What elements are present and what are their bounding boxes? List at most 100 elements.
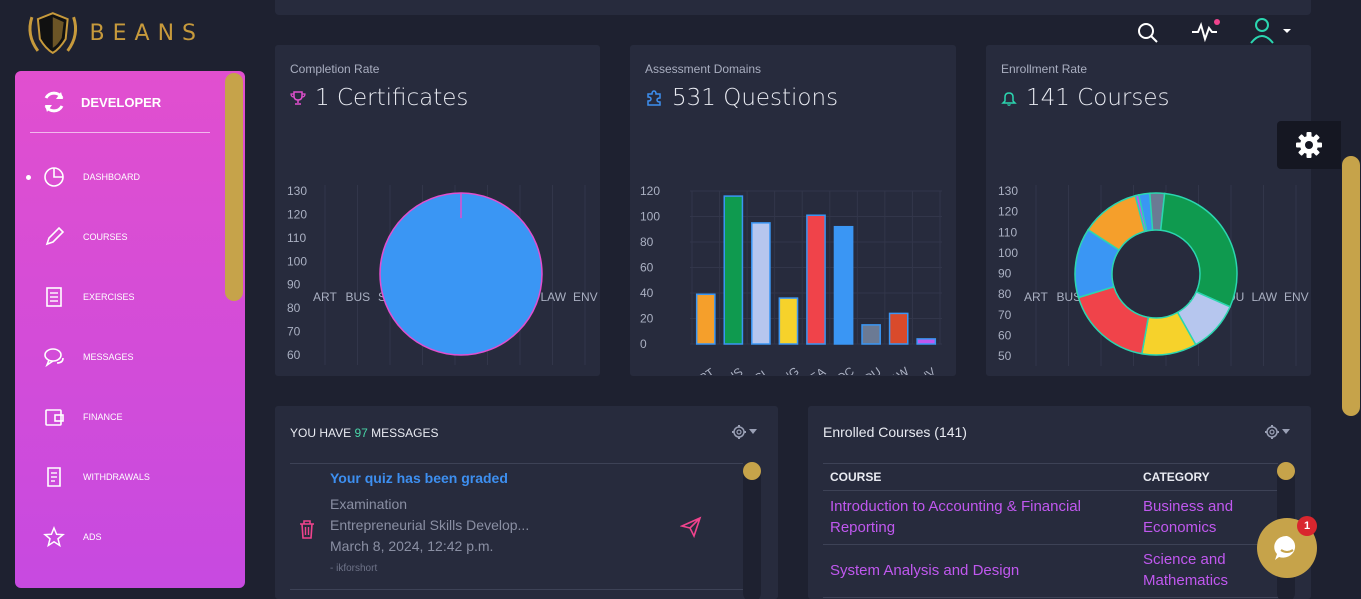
card-label: Assessment Domains bbox=[645, 62, 762, 76]
divider bbox=[823, 490, 1278, 491]
sidebar-title: DEVELOPER bbox=[81, 94, 162, 110]
activity-icon[interactable] bbox=[1190, 17, 1222, 43]
y-tick-label: 130 bbox=[998, 184, 1018, 198]
sidebar-item-ads[interactable]: ADS bbox=[43, 526, 102, 548]
y-tick-label: 40 bbox=[640, 286, 654, 300]
x-tick-label: ART bbox=[1024, 290, 1048, 304]
message-sender: - ikforshort bbox=[330, 563, 378, 574]
category-link[interactable]: Business and Economics bbox=[1143, 498, 1234, 536]
messages-count: 97 bbox=[354, 426, 368, 440]
enrollment-chart: 1301201101009080706050ARTBUSSCIENGHEASOC… bbox=[998, 184, 1309, 366]
divider bbox=[290, 463, 743, 464]
bar-edu bbox=[861, 324, 881, 345]
card-value-text: 1 Certificates bbox=[315, 85, 469, 111]
y-tick-label: 20 bbox=[640, 312, 654, 326]
notification-badge: 1 bbox=[1297, 516, 1317, 536]
send-icon[interactable] bbox=[680, 516, 702, 538]
enrolled-title: Enrolled Courses (141) bbox=[823, 424, 967, 440]
y-tick-label: 70 bbox=[287, 325, 301, 339]
card-value-text: 531 Questions bbox=[672, 85, 839, 111]
x-tick-label: LAW bbox=[1252, 290, 1278, 304]
bell-icon bbox=[1001, 92, 1017, 106]
sidebar-header[interactable]: DEVELOPER bbox=[41, 89, 161, 115]
chat-widget-button[interactable]: 1 bbox=[1257, 516, 1317, 578]
user-icon[interactable] bbox=[1248, 17, 1294, 45]
search-icon[interactable] bbox=[1136, 21, 1160, 45]
sidebar-item-finance[interactable]: FINANCE bbox=[43, 406, 123, 428]
course-link[interactable]: System Analysis and Design bbox=[830, 562, 1020, 579]
top-band bbox=[275, 0, 1311, 15]
messages-suffix: MESSAGES bbox=[371, 426, 439, 440]
sidebar-scrollbar[interactable] bbox=[225, 73, 243, 301]
messages-options-dropdown[interactable] bbox=[731, 424, 757, 440]
trash-icon[interactable] bbox=[297, 518, 317, 540]
bar-eng bbox=[778, 297, 799, 345]
card-value: 141 Courses bbox=[1001, 85, 1170, 111]
y-tick-label: 110 bbox=[287, 231, 306, 245]
x-tick-label: LAW bbox=[883, 364, 913, 375]
card-value: 1 Certificates bbox=[290, 85, 468, 111]
sidebar-item-label: MESSAGES bbox=[83, 352, 134, 362]
y-tick-label: 110 bbox=[998, 225, 1017, 239]
bar-soc bbox=[833, 225, 854, 345]
message-course: Entrepreneurial Skills Develop... bbox=[330, 517, 530, 533]
sidebar-item-exercises[interactable]: EXERCISES bbox=[43, 286, 135, 308]
y-tick-label: 100 bbox=[287, 254, 307, 268]
x-tick-label: BUS bbox=[346, 290, 371, 304]
pie-chart-icon bbox=[44, 167, 64, 187]
messages-card: YOU HAVE 97 MESSAGES Your quiz has been … bbox=[275, 406, 778, 599]
x-tick-label: LAW bbox=[541, 290, 567, 304]
x-tick-label: SCI bbox=[745, 367, 769, 375]
divider bbox=[290, 589, 743, 590]
x-tick-label: SOC bbox=[827, 364, 857, 375]
sidebar-item-messages[interactable]: MESSAGES bbox=[43, 346, 134, 368]
x-tick-label: BUS bbox=[1057, 290, 1082, 304]
pencil-icon bbox=[45, 226, 65, 246]
divider bbox=[823, 463, 1278, 464]
puzzle-icon bbox=[647, 90, 661, 106]
x-tick-label: ENV bbox=[1284, 290, 1309, 304]
y-tick-label: 80 bbox=[287, 301, 301, 315]
column-header-course: COURSE bbox=[830, 470, 882, 484]
brand-logo[interactable]: BEANS bbox=[24, 6, 204, 60]
scroll-thumb[interactable] bbox=[743, 462, 761, 480]
column-header-category: CATEGORY bbox=[1143, 470, 1210, 484]
doughnut-slice-soc bbox=[1159, 192, 1238, 308]
sidebar-item-courses[interactable]: COURSES bbox=[43, 226, 128, 248]
y-tick-label: 90 bbox=[998, 267, 1012, 281]
settings-tab[interactable] bbox=[1277, 121, 1341, 169]
course-link[interactable]: Introduction to Accounting & Financial R… bbox=[830, 498, 1081, 536]
y-tick-label: 90 bbox=[287, 278, 301, 292]
messages-scrollbar[interactable] bbox=[743, 462, 761, 599]
completion-chart: 13012011010090807060ARTBUSSCIENGHEASOCED… bbox=[287, 184, 598, 365]
sidebar-item-label: EXERCISES bbox=[83, 292, 135, 302]
cog-icon bbox=[1265, 425, 1279, 439]
doughnut-hole bbox=[1113, 231, 1199, 317]
x-tick-label: ART bbox=[690, 365, 718, 375]
shield-laurel-icon bbox=[28, 12, 78, 54]
sidebar-item-dashboard[interactable]: DASHBOARD bbox=[43, 166, 140, 188]
sidebar-item-label: WITHDRAWALS bbox=[83, 472, 150, 482]
x-tick-label: EDU bbox=[855, 364, 884, 375]
bar-art bbox=[695, 293, 716, 345]
page-scrollbar[interactable] bbox=[1342, 156, 1360, 416]
y-tick-label: 0 bbox=[640, 337, 647, 351]
sidebar-item-withdrawals[interactable]: WITHDRAWALS bbox=[43, 466, 150, 488]
card-label: Completion Rate bbox=[290, 62, 380, 76]
completion-rate-card: Completion Rate 1 Certificates 130 120 110… bbox=[275, 45, 600, 376]
enrolled-options-dropdown[interactable] bbox=[1264, 424, 1290, 440]
chat-bubbles-icon bbox=[44, 348, 64, 368]
y-tick-label: 50 bbox=[998, 349, 1012, 363]
message-title[interactable]: Your quiz has been graded bbox=[330, 470, 508, 486]
brand-name: BEANS bbox=[89, 20, 204, 46]
sidebar-item-label: COURSES bbox=[83, 232, 128, 242]
message-item[interactable]: Your quiz has been graded Examination En… bbox=[290, 466, 730, 586]
category-link[interactable]: Science and Mathematics bbox=[1143, 551, 1229, 589]
x-tick-label: HEA bbox=[800, 365, 828, 375]
messages-count-title: YOU HAVE 97 MESSAGES bbox=[290, 426, 439, 440]
caret-down-icon bbox=[749, 429, 757, 434]
sidebar: DEVELOPER DASHBOARD COURSES EXERCISES ME… bbox=[15, 71, 245, 588]
message-date: March 8, 2024, 12:42 p.m. bbox=[330, 538, 494, 554]
y-tick-label: 120 bbox=[640, 184, 660, 198]
scroll-thumb[interactable] bbox=[1277, 462, 1295, 480]
